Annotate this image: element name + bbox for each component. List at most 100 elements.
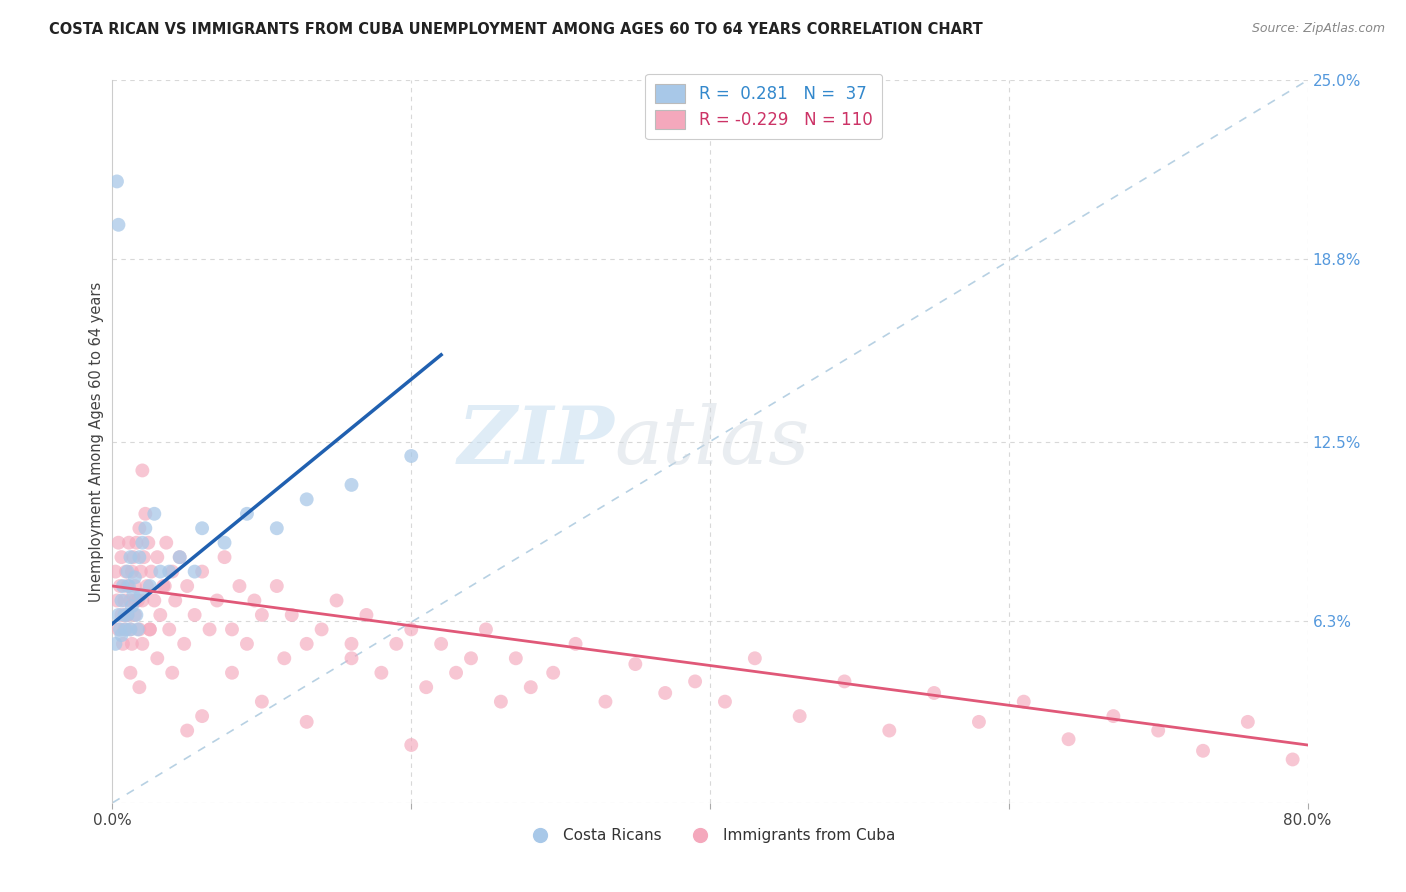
Point [683, 674, 706, 689]
Point [122, 588, 145, 602]
Point [127, 623, 149, 637]
Point [205, 593, 228, 607]
Point [564, 637, 586, 651]
Point [415, 680, 437, 694]
Point [120, 623, 142, 637]
Text: ZIP: ZIP [457, 403, 614, 480]
Point [191, 709, 214, 723]
Point [105, 174, 128, 188]
Point [118, 535, 141, 549]
Point [107, 535, 129, 549]
Point [114, 593, 135, 607]
Point [281, 607, 304, 622]
Point [157, 565, 180, 579]
Point [122, 550, 145, 565]
Point [967, 714, 990, 729]
Point [108, 579, 131, 593]
Point [169, 550, 191, 565]
Point [176, 723, 198, 738]
Point [146, 550, 169, 565]
Point [111, 579, 134, 593]
Point [1102, 709, 1125, 723]
Point [149, 565, 172, 579]
Point [111, 637, 134, 651]
Point [183, 607, 205, 622]
Point [124, 570, 146, 584]
Point [789, 709, 811, 723]
Point [714, 695, 737, 709]
Point [340, 651, 363, 665]
Point [149, 607, 172, 622]
Point [1237, 714, 1260, 729]
Point [489, 695, 512, 709]
Point [107, 607, 129, 622]
Point [139, 623, 162, 637]
Point [134, 521, 156, 535]
Point [141, 565, 163, 579]
Point [124, 579, 146, 593]
Point [228, 579, 250, 593]
Point [114, 607, 135, 622]
Point [117, 607, 139, 622]
Point [128, 623, 150, 637]
Point [117, 607, 139, 622]
Point [340, 637, 363, 651]
Point [356, 607, 378, 622]
Point [214, 535, 236, 549]
Point [176, 579, 198, 593]
Point [105, 593, 128, 607]
Point [127, 593, 149, 607]
Point [117, 607, 139, 622]
Point [401, 449, 423, 463]
Point [155, 535, 177, 549]
Point [654, 686, 676, 700]
Point [139, 579, 162, 593]
Point [138, 535, 160, 549]
Point [135, 579, 157, 593]
Point [120, 623, 142, 637]
Point [131, 463, 153, 477]
Point [221, 665, 243, 680]
Text: atlas: atlas [614, 403, 810, 480]
Point [143, 593, 166, 607]
Point [131, 637, 153, 651]
Point [922, 686, 945, 700]
Point [198, 623, 221, 637]
Point [340, 478, 363, 492]
Point [124, 607, 146, 622]
Point [401, 623, 423, 637]
Point [173, 637, 195, 651]
Point [110, 550, 132, 565]
Point [153, 579, 176, 593]
Point [250, 607, 273, 622]
Point [1281, 752, 1303, 766]
Point [744, 651, 766, 665]
Point [430, 637, 453, 651]
Point [370, 665, 392, 680]
Point [117, 565, 139, 579]
Point [243, 593, 266, 607]
Point [295, 492, 318, 507]
Point [162, 565, 183, 579]
Point [104, 637, 127, 651]
Point [401, 738, 423, 752]
Point [107, 623, 129, 637]
Point [834, 674, 856, 689]
Point [120, 550, 142, 565]
Point [266, 521, 288, 535]
Point [131, 535, 153, 549]
Point [505, 651, 527, 665]
Point [273, 651, 295, 665]
Point [266, 579, 288, 593]
Point [214, 550, 236, 565]
Point [121, 599, 143, 614]
Text: COSTA RICAN VS IMMIGRANTS FROM CUBA UNEMPLOYMENT AMONG AGES 60 TO 64 YEARS CORRE: COSTA RICAN VS IMMIGRANTS FROM CUBA UNEM… [49, 22, 983, 37]
Point [595, 695, 617, 709]
Point [385, 637, 408, 651]
Point [110, 628, 132, 642]
Point [541, 665, 564, 680]
Point [117, 579, 139, 593]
Point [110, 607, 132, 622]
Point [157, 623, 180, 637]
Point [121, 637, 143, 651]
